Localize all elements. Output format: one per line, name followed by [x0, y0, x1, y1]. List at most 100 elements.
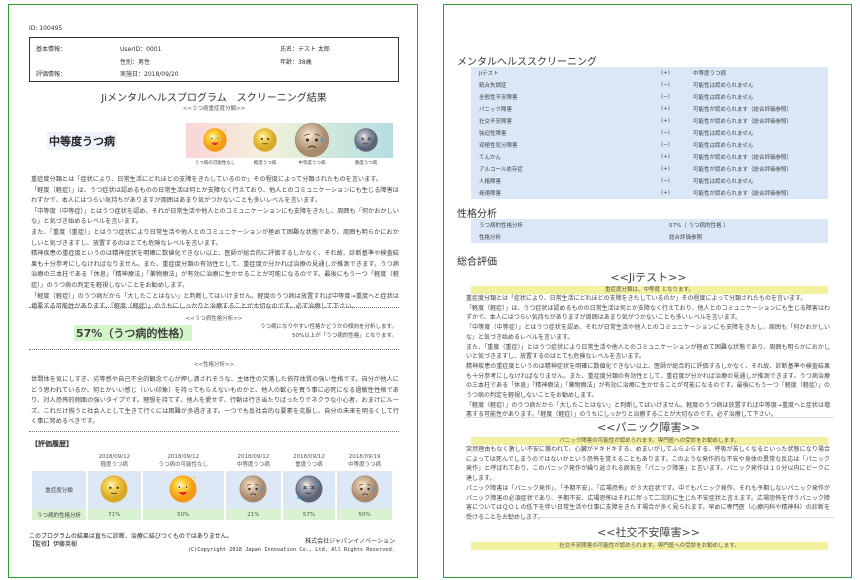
- screening-row: 人格障害 (−) 可能性は認められません: [471, 175, 828, 187]
- social-header: <<社交不安障害>>: [597, 526, 700, 539]
- history-percent: 71%: [87, 509, 143, 520]
- severity-paragraph: 「軽度（軽症）」は、うつ症状は認めるものの日常生活は何とか支障なく行えており、他…: [31, 186, 399, 205]
- copyright: (C)Copyright 2018 Japan Innovation Co., …: [187, 547, 395, 553]
- ji-text: 重症度分類とは「症状により、日常生活にどれほどの支障をきたしているのか」その程度…: [466, 294, 830, 420]
- severity-paragraph: 重症度分類とは「症状により、日常生活にどれほどの支障をきたしているのか」その程度…: [31, 176, 383, 183]
- result-sign: (+): [661, 163, 685, 175]
- personality-row: 性格分析 総合評価参照: [471, 231, 828, 243]
- ji-paragraph: 「軽度（軽症）」は、うつ症状は認めるものの日常生活は何とか支障なく行えており、他…: [466, 304, 830, 322]
- panic-paragraph: 突然理由もなく激しい不安に襲われて、心臓がドキドキする、めまいがしてふらふらする…: [466, 446, 830, 483]
- result-sign: (−): [661, 175, 685, 187]
- screening-row: 統合失調症 (−) 可能性は認められません: [471, 79, 828, 91]
- screening-row: 社交不安障害 (+) 可能性が認められます（総合評価参照）: [471, 115, 828, 127]
- personality-row: うつ病的性格分析 57%（ うつ病的性格 ）: [471, 219, 828, 231]
- disorder-name: 統合失調症: [471, 79, 661, 91]
- history-result: 中等度うつ病: [348, 462, 382, 468]
- disorder-name: 双極性気分障害: [471, 139, 661, 151]
- screening-table: Jiテスト (+) 中等度うつ病 統合失調症 (−) 可能性は認められません 全般性不安障害…: [471, 67, 828, 199]
- screening-result: 可能性が認められます（総合評価参照）: [685, 187, 828, 199]
- footer-left: このプログラムの結果は直ちに診断、治療に結びつくものではありません。 【監修】伊…: [29, 533, 233, 549]
- personality-header: <<うつ病性格分析>>: [185, 316, 243, 322]
- history-row-label: うつ病的性格分析: [32, 509, 88, 520]
- neutral-face-icon: [252, 127, 278, 157]
- age: 年齢：38歳: [280, 59, 312, 66]
- result-sign: (+): [661, 115, 685, 127]
- basic-info-label: 基本情報：: [36, 46, 67, 53]
- character-header: <<性格分析>>: [193, 362, 235, 368]
- dead-face-icon: [281, 471, 338, 509]
- overall-title: 総合評価: [457, 257, 497, 268]
- divider: [29, 307, 399, 308]
- personality-note-line: うつ病になりやすい性格かどうかの傾向を分析します。: [260, 324, 397, 330]
- history-column-header: 2018/09/19 中等度うつ病: [336, 451, 394, 471]
- history-date: 2018/09/12: [98, 454, 131, 460]
- character-text: 世間体を気にしすぎ、劣等感や自己不全的観念で心が押し潰されそうな、主体性の欠落し…: [31, 376, 399, 426]
- happy-face-icon: +: [202, 127, 228, 157]
- severity-paragraph: 精神疾患の重症度というのは精神症状を明確に数値化できない以上、医師が総合的に評価…: [31, 250, 399, 289]
- screening-row: てんかん (+) 可能性が認められます（総合評価参照）: [471, 151, 828, 163]
- history-percent: 50%: [336, 509, 394, 520]
- screening-title: メンタルヘルススクリーニング: [457, 57, 597, 68]
- severity-description: 重症度分類とは「症状により、日常生活にどれほどの支障をきたしているのか」その程度…: [31, 175, 399, 313]
- divider: [29, 431, 399, 432]
- disorder-name: 発達障害: [471, 187, 661, 199]
- worried-face-icon: [225, 471, 283, 509]
- disorder-name: 全般性不安障害: [471, 91, 661, 103]
- history-result: 重度うつ病: [295, 462, 323, 468]
- screening-result: 可能性は認められません: [685, 127, 828, 139]
- personality-result: 57%（うつ病的性格）: [74, 325, 193, 341]
- disclaimer: このプログラムの結果は直ちに診断、治療に結びつくものではありません。: [29, 533, 233, 540]
- disorder-name: てんかん: [471, 151, 661, 163]
- panic-text: 突然理由もなく激しい不安に襲われて、心臓がドキドキする、めまいがしてふらふらする…: [466, 445, 830, 523]
- history-row-label: 重症度分類: [32, 471, 88, 509]
- analysis-name: 性格分析: [471, 231, 661, 243]
- history-column-header: 2018/09/12 軽度うつ病: [87, 451, 143, 471]
- result-sign: (−): [661, 79, 685, 91]
- worried-face-icon: [293, 121, 331, 163]
- screening-row: 全般性不安障害 (−) 可能性は認められません: [471, 91, 828, 103]
- severity-paragraph: 「軽度（軽症）」のうつ病だから「大したことはない」と判断してはいけません。軽度の…: [31, 292, 399, 311]
- screening-result: 可能性が認められます（総合評価参照）: [685, 115, 828, 127]
- result-sign: (−): [661, 91, 685, 103]
- disorder-name: 人格障害: [471, 175, 661, 187]
- severity-scale-label: 中等度うつ病: [298, 161, 326, 166]
- personality-note-line: 50%以上が「うつ病的性格」となります。: [291, 333, 397, 339]
- company-name: 株式会社ジャパンイノベーション: [305, 538, 395, 545]
- screening-result: 可能性は認められません: [685, 91, 828, 103]
- history-percent: 57%: [281, 509, 338, 520]
- history-header: 【評価履歴】: [31, 440, 73, 448]
- user-id: UserID：0001: [120, 46, 162, 53]
- screening-result: 可能性は認められません: [685, 79, 828, 91]
- screening-row: アルコール依存症 (+) 可能性が認められます（総合評価参照）: [471, 163, 828, 175]
- screening-result: 可能性が認められます（総合評価参照）: [685, 103, 828, 115]
- history-column-header: 2018/09/12 うつ病の可能性なし: [141, 451, 227, 471]
- user-name: 氏名：テスト 太郎: [280, 46, 330, 53]
- screening-row: Jiテスト (+) 中等度うつ病: [471, 67, 828, 79]
- screening-row: 強迫性障害 (−) 可能性は認められません: [471, 127, 828, 139]
- report-id: ID: 100495: [29, 25, 63, 32]
- analysis-result: 57%（ うつ病的性格 ）: [661, 219, 828, 231]
- history-date: 2018/09/12: [293, 454, 325, 460]
- empty-cell: [32, 451, 88, 471]
- disorder-name: アルコール依存症: [471, 163, 661, 175]
- info-box: 基本情報： UserID：0001 氏名：テスト 太郎 性別：男性 年齢：38歳…: [29, 37, 399, 82]
- svg-text:+: +: [193, 475, 197, 481]
- social-banner: 社交不安障害の可能性が認められます。専門医への受診をお勧めします。: [471, 542, 828, 550]
- divider: [29, 349, 399, 350]
- result-sign: (−): [661, 127, 685, 139]
- severity-scale-label: 軽度うつ病: [253, 161, 277, 166]
- history-date: 2018/09/19: [348, 454, 381, 460]
- personality-note: うつ病になりやすい性格かどうかの傾向を分析します。 50%以上が「うつ病的性格」…: [260, 323, 397, 341]
- personality-table: うつ病的性格分析 57%（ うつ病的性格 ）性格分析 総合評価参照: [471, 219, 828, 243]
- happy-face-icon: +: [141, 471, 227, 509]
- analysis-name: うつ病的性格分析: [471, 219, 661, 231]
- report-page-1: ID: 100495 基本情報： UserID：0001 氏名：テスト 太郎 性…: [8, 4, 418, 578]
- history-result: 軽度うつ病: [100, 462, 129, 468]
- history-result: うつ病の可能性なし: [158, 462, 209, 468]
- history-result: 中等度うつ病: [236, 462, 270, 468]
- ji-paragraph: 精神疾患の重症度というのは精神症状を明確に数値化できない以上、医師が総合的に評価…: [466, 362, 830, 400]
- disorder-name: 社交不安障害: [471, 115, 661, 127]
- screening-result: 可能性は認められません: [685, 175, 828, 187]
- ji-paragraph: 「中等度（中等症）」とはうつ症状を認め、それが日常生活や他人とのコミュニケーショ…: [466, 324, 830, 341]
- history-column-header: 2018/09/12 重度うつ病: [281, 451, 338, 471]
